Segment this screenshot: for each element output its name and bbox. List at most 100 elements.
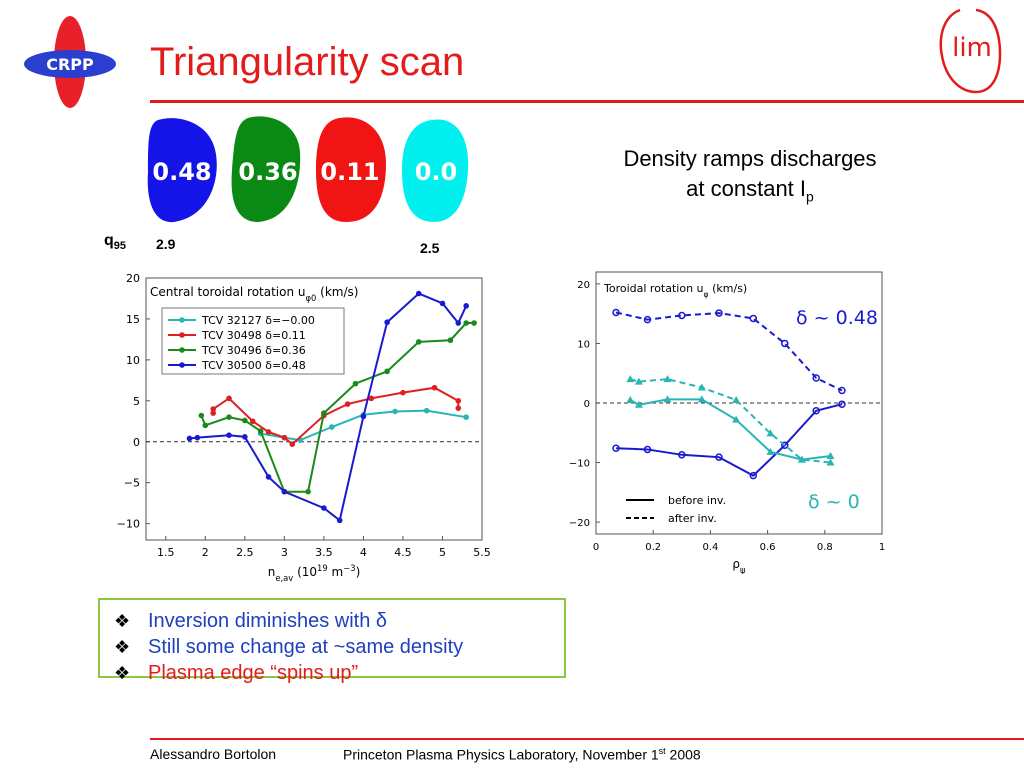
legend-marker: [179, 317, 185, 323]
data-point: [838, 400, 846, 408]
x-tick-label: 5.5: [473, 546, 491, 559]
y-tick-label: −5: [124, 477, 140, 490]
x-tick-label: 4: [360, 546, 367, 559]
annotation: δ ~ 0.48: [796, 307, 878, 329]
data-point: [634, 377, 643, 385]
y-tick-label: 20: [126, 272, 140, 285]
data-point: [447, 337, 454, 344]
data-point: [400, 389, 406, 396]
shape-label-00: 0.0: [415, 158, 458, 186]
description-line1: Density ramps discharges: [623, 146, 877, 171]
series: [198, 320, 477, 495]
crpp-logo: CRPP: [24, 16, 116, 108]
x-tick-label: 0.6: [760, 542, 776, 553]
data-point: [643, 315, 652, 324]
legend-marker: [179, 332, 185, 338]
y-tick-label: 10: [577, 339, 590, 350]
data-point: [305, 488, 311, 495]
bullet-item: ❖ Inversion diminishes with δ: [114, 608, 564, 634]
x-tick-label: 0.4: [702, 542, 718, 553]
chart-rotation-profile: 0 0.2 0.4 0.6 0.8 1 20 10 0 −10 −20 Toroidal rotati…: [560, 264, 900, 574]
data-point: [242, 417, 248, 424]
series-line: [615, 311, 843, 392]
data-point: [463, 320, 469, 326]
shape-label-048: 0.48: [152, 158, 211, 186]
data-point: [463, 303, 469, 309]
data-point: [257, 428, 264, 434]
data-point: [328, 424, 335, 430]
data-point: [336, 517, 343, 524]
series-line: [629, 398, 831, 461]
x-tick-label: 0: [593, 542, 599, 553]
series-line: [615, 403, 843, 477]
data-point: [415, 339, 422, 345]
data-point: [612, 444, 620, 453]
shape-048: 0.48: [147, 118, 217, 223]
x-tick-label: 5: [439, 546, 446, 559]
y-tick-label: 10: [126, 354, 140, 367]
legend-label: before inv.: [668, 494, 726, 507]
data-point: [281, 434, 288, 441]
chart-central-rotation: 1.5 2 2.5 3 3.5 4 4.5 5 5.5 20 15 10 5 0 −5 −10 Central …: [106, 270, 496, 590]
footer-author: Alessandro Bortolon: [150, 746, 277, 762]
lim-logo: lim: [939, 8, 1002, 94]
data-point: [455, 398, 462, 404]
data-point: [226, 395, 232, 402]
footer-venue: Princeton Plasma Physics Laboratory, Nov…: [343, 746, 701, 763]
data-point: [321, 410, 327, 416]
bullet-item: ❖ Still some change at ~same density: [114, 634, 564, 660]
data-point: [415, 290, 422, 297]
data-point: [697, 383, 706, 391]
data-point: [210, 410, 216, 416]
data-point: [384, 368, 390, 375]
x-tick-label: 3.5: [315, 546, 333, 559]
data-point: [781, 441, 789, 450]
q95-label: q95: [104, 232, 127, 253]
bullet-text: Still some change at ~same density: [148, 636, 464, 658]
y-tick-label: 5: [133, 395, 140, 408]
series: [186, 290, 469, 524]
data-point: [678, 451, 686, 459]
data-point: [732, 396, 741, 404]
x-axis-label: ρψ: [732, 557, 746, 574]
data-point: [431, 384, 438, 391]
data-point: [265, 429, 272, 435]
data-point: [812, 406, 820, 415]
x-axis-label: ne,av (1019 m−3): [268, 563, 361, 583]
series: [626, 395, 835, 463]
x-tick-label: 2.5: [236, 546, 254, 559]
bullet-text: Inversion diminishes with δ: [148, 610, 388, 632]
data-point: [344, 401, 351, 407]
data-point: [766, 447, 775, 455]
data-point: [715, 453, 723, 461]
series: [210, 384, 462, 448]
diamond-bullet-icon: ❖: [114, 637, 131, 657]
data-point: [226, 414, 232, 420]
legend-marker: [179, 362, 185, 368]
data-point: [198, 412, 205, 419]
data-point: [626, 396, 635, 404]
data-point: [715, 309, 723, 317]
data-point: [766, 429, 775, 437]
data-point: [455, 405, 462, 411]
data-point: [634, 400, 643, 408]
data-point: [242, 434, 248, 440]
series-line: [212, 386, 460, 446]
x-tick-label: 1: [879, 542, 885, 553]
y-tick-label: 20: [577, 280, 590, 291]
y-tick-label: 15: [126, 313, 140, 326]
chart-title: Toroidal rotation uφ (km/s): [603, 282, 747, 299]
data-point: [186, 435, 193, 442]
data-point: [812, 374, 820, 382]
data-point: [439, 300, 446, 307]
x-tick-label: 0.2: [645, 542, 661, 553]
data-point: [826, 458, 835, 466]
data-point: [352, 380, 359, 387]
data-point: [749, 314, 758, 323]
data-point: [732, 415, 741, 423]
shape-label-011: 0.11: [320, 158, 379, 186]
data-point: [678, 311, 686, 320]
legend-label: TCV 30500 δ=0.48: [201, 359, 306, 372]
data-point: [749, 471, 758, 480]
q95-value-right: 2.5: [420, 240, 440, 256]
